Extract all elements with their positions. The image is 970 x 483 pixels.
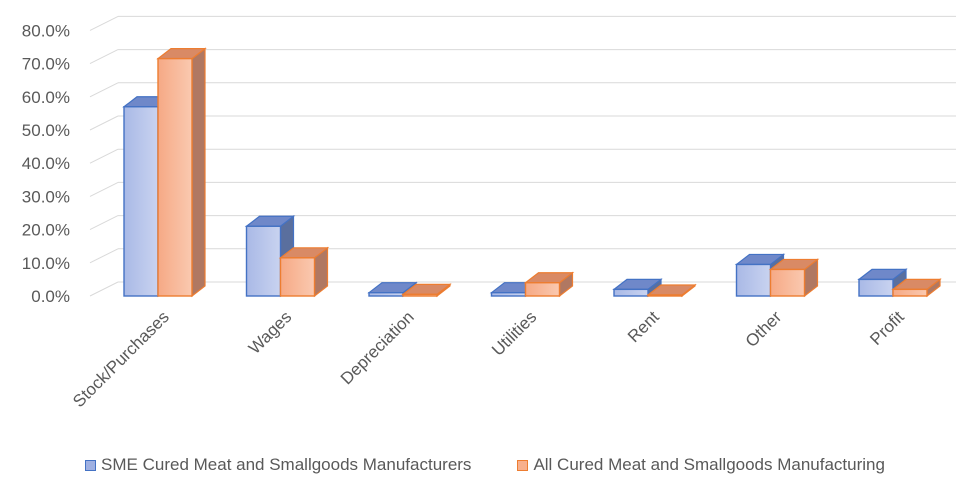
bar-utilities-series-2 (523, 271, 575, 298)
bar-front (245, 225, 282, 297)
bar-front (279, 257, 316, 297)
bar-other-series-2 (768, 258, 820, 298)
legend-item-sme: SME Cured Meat and Smallgoods Manufactur… (85, 455, 471, 475)
bar-rent-series-1 (612, 278, 663, 298)
bar-front (892, 288, 928, 297)
bar-front (613, 288, 649, 297)
gridline-side (89, 15, 119, 31)
y-tick-label: 60.0% (22, 88, 70, 107)
x-category-label: Wages (245, 307, 295, 357)
x-category-label: Rent (624, 307, 663, 346)
bar-wages-series-2 (278, 246, 330, 298)
y-tick-label: 20.0% (22, 221, 70, 240)
y-tick-label: 70.0% (22, 55, 70, 74)
bar-front (647, 294, 683, 297)
bar-front (490, 291, 527, 297)
bar-profit-series-2 (891, 278, 942, 298)
legend-swatch-sme (85, 459, 97, 471)
bar-front (402, 293, 438, 297)
bar-front (769, 268, 806, 297)
x-axis-category-labels: Stock/Purchases Wages Depreciation Utilitie… (69, 307, 908, 411)
gridline-side (89, 248, 119, 264)
y-tick-label: 10.0% (22, 254, 70, 273)
x-category-label: Utilities (488, 307, 540, 359)
x-category-label: Other (742, 307, 786, 351)
legend-label-all: All Cured Meat and Smallgoods Manufactur… (533, 455, 885, 474)
bar-depreciation-series-2 (401, 283, 452, 298)
bar-front (123, 106, 159, 297)
y-tick-label: 0.0% (31, 287, 70, 306)
gridline-side (89, 115, 119, 131)
legend: SME Cured Meat and Smallgoods Manufactur… (0, 452, 970, 478)
bar-front (368, 291, 404, 297)
bar-profit-series-1 (857, 268, 908, 298)
y-tick-label: 30.0% (22, 187, 70, 206)
x-category-label: Depreciation (337, 307, 418, 388)
bar-front (735, 263, 772, 297)
x-category-label: Profit (866, 307, 908, 349)
bar-rent-series-2 (646, 283, 697, 298)
gridline-side (89, 148, 119, 164)
gridlines (89, 15, 956, 297)
y-tick-label: 40.0% (22, 154, 70, 173)
legend-label-sme: SME Cured Meat and Smallgoods Manufactur… (101, 455, 472, 474)
x-category-label: Stock/Purchases (69, 307, 173, 411)
legend-item-all: All Cured Meat and Smallgoods Manufactur… (517, 455, 885, 475)
bars (122, 47, 942, 298)
bar-side (191, 47, 206, 298)
gridline-side (89, 49, 119, 65)
bar-stock-purchases-series-2 (156, 47, 207, 298)
y-tick-label: 80.0% (22, 21, 70, 40)
gridline-side (89, 215, 119, 231)
legend-swatch-all (517, 459, 529, 471)
bar-front (858, 278, 894, 297)
gridline-side (89, 181, 119, 197)
y-axis-ticks: 0.0% 10.0% 20.0% 30.0% 40.0% 50.0% 60.0% 70.0% 8… (22, 21, 70, 306)
gridline-side (89, 82, 119, 98)
bar-front (157, 57, 193, 297)
bar-front (524, 282, 561, 297)
gridline-side (89, 281, 119, 297)
y-tick-label: 50.0% (22, 121, 70, 140)
